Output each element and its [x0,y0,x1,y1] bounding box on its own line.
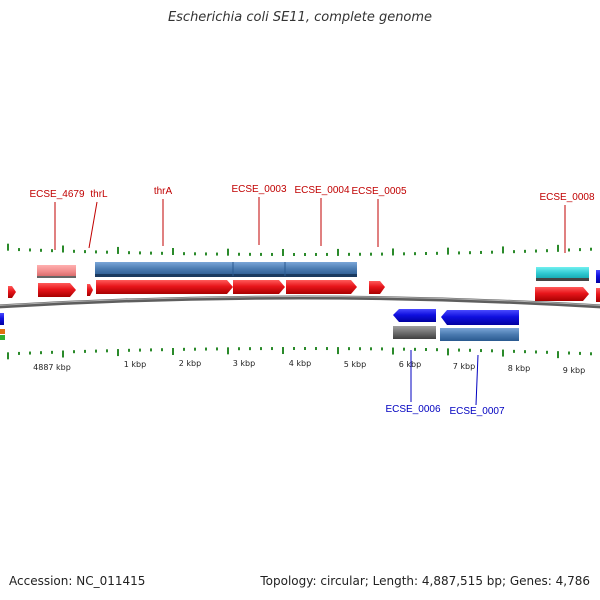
gene-bar-ecse-4679[interactable] [37,265,76,278]
gene-label-ecse-0008[interactable]: ECSE_0008 [539,192,594,203]
gene-label-thra[interactable]: thrA [154,186,173,197]
tick-label: 1 kbp [124,360,146,369]
gene-bar-thr-operon[interactable] [95,262,357,276]
forward-cds-ecse-0008[interactable] [535,287,589,301]
reverse-cds-ecse-0007[interactable] [441,310,519,325]
gene-bar-edge-green[interactable] [0,335,5,340]
forward-cds-ecse-0004[interactable] [286,280,357,294]
tick-label: 4887 kbp [33,363,71,372]
genome-backbone [0,295,600,309]
gene-bar-edge[interactable] [596,270,600,283]
gene-label-ecse-0004[interactable]: ECSE_0004 [294,185,349,196]
forward-cds-thra[interactable] [96,280,233,294]
forward-cds-ecse-4679[interactable] [38,283,76,297]
tick-label: 2 kbp [179,359,201,368]
tick-label: 9 kbp [563,366,585,375]
gene-label-ecse-0003[interactable]: ECSE_0003 [231,184,286,195]
forward-cds-ecse-0003[interactable] [233,280,285,294]
map-title: Escherichia coli SE11, complete genome [167,10,433,25]
leader-line [88,201,98,249]
gene-bar-shadow [536,278,589,281]
reverse-cds-edge[interactable] [0,313,4,325]
forward-cds-thrl[interactable] [87,284,93,296]
tick-label: 7 kbp [453,362,475,371]
gene-bar-ecse-0007[interactable] [440,328,519,341]
leader-line [475,354,479,406]
gene-label-ecse-0005[interactable]: ECSE_0005 [351,186,406,197]
gene-label-ecse-4679[interactable]: ECSE_4679 [29,189,84,200]
gene-label-thrl[interactable]: thrL [90,189,108,200]
gene-bar-shadow [95,274,357,277]
top-leader-lines [54,197,566,253]
forward-cds-ecse-0005[interactable] [369,281,385,294]
forward-cds-edge[interactable] [596,288,600,302]
tick-label: 4 kbp [289,359,311,368]
genome-summary-text: Topology: circular; Length: 4,887,515 bp… [260,574,590,588]
gene-bar-ecse-0008[interactable] [536,267,589,280]
tick-label: 8 kbp [508,364,530,373]
gene-bar-ecse-0006[interactable] [393,326,436,339]
tick-label: 3 kbp [233,359,255,368]
bottom-leader-lines [410,350,479,406]
accession-text: Accession: NC_011415 [9,574,146,588]
reverse-cds-ecse-0006[interactable] [393,309,436,322]
tick-label: 5 kbp [344,360,366,369]
gene-bar-shadow [37,276,76,278]
forward-cds-arrow[interactable] [8,286,16,298]
tick-label: 6 kbp [399,360,421,369]
genome-backbone-highlight [0,296,600,306]
gene-bar-edge-orange[interactable] [0,329,5,334]
scale-ticks [7,243,592,360]
gene-label-ecse-0007[interactable]: ECSE_0007 [449,406,504,417]
gene-label-ecse-0006[interactable]: ECSE_0006 [385,404,440,415]
